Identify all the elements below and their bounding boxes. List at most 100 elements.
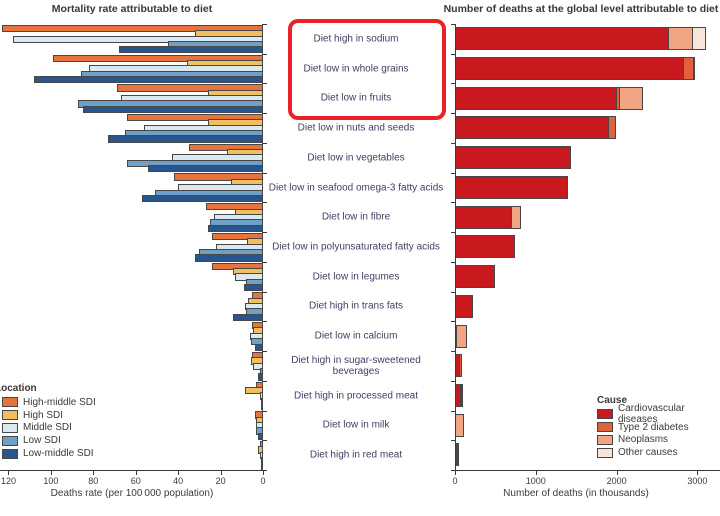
category-label: Diet low in fruits: [320, 92, 392, 104]
legend-swatch: [2, 422, 18, 433]
right-x-tick: [535, 471, 537, 475]
left-chart-row-tick: [263, 410, 267, 412]
deaths-bar-segment: [455, 235, 516, 259]
right-chart-row-tick: [451, 172, 455, 174]
category-label: Diet low in polyunsaturated fatty acids: [272, 241, 440, 253]
right-chart-row-tick: [451, 351, 455, 353]
left-x-tick-label: 80: [88, 476, 99, 486]
legend-label: Low-middle SDI: [23, 448, 94, 460]
right-chart-row-tick: [451, 53, 455, 55]
category-label: Diet low in milk: [322, 419, 390, 431]
category-label: Diet high in processed meat: [294, 390, 418, 402]
deaths-bar-segment: [455, 294, 473, 318]
mortality-bar: [12, 35, 263, 43]
legend-label: Middle SDI: [23, 422, 72, 434]
legend-item: Other causes: [597, 446, 720, 459]
left-chart-row-tick: [263, 232, 267, 234]
mortality-bar: [261, 462, 263, 470]
left-x-tick-label: 100: [43, 476, 59, 486]
legend-swatch: [597, 409, 613, 420]
right-chart-row-tick: [451, 261, 455, 263]
right-x-tick: [697, 471, 699, 475]
cause-legend: Cause Cardiovascular diseases Type 2 diab…: [597, 395, 720, 459]
left-x-axis-caption: Deaths rate (per 100 000 population): [50, 488, 214, 499]
deaths-bar-segment: [460, 384, 464, 407]
mortality-bar: [2, 24, 263, 33]
legend-label: Other causes: [618, 447, 678, 459]
right-chart-row-tick: [451, 410, 455, 412]
legend-swatch: [2, 410, 18, 421]
left-x-tick: [135, 471, 137, 475]
mortality-bar: [173, 173, 263, 181]
location-legend-title: Location: [0, 383, 37, 394]
left-chart-row-tick: [263, 470, 267, 471]
legend-label: High SDI: [23, 409, 64, 421]
right-x-tick: [616, 471, 618, 475]
mortality-bar: [53, 54, 263, 62]
cause-legend-title: Cause: [597, 395, 628, 406]
left-x-tick-label: 40: [173, 476, 184, 486]
right-chart-axis-line: [455, 24, 456, 470]
left-x-tick: [178, 471, 180, 475]
left-x-tick: [50, 471, 52, 475]
category-label: Diet high in red meat: [309, 449, 403, 461]
deaths-bar-segment: [511, 205, 522, 229]
category-label: Diet low in fibre: [321, 211, 391, 223]
right-chart-row-tick: [451, 380, 455, 382]
category-label: Diet low in seafood omega-3 fatty acids: [268, 182, 444, 194]
right-x-axis-caption: Number of deaths (in thousands): [503, 488, 649, 499]
left-chart-title: Mortality rate attributable to diet: [51, 3, 213, 15]
legend-item: Middle SDI: [2, 422, 96, 435]
mortality-bar: [33, 75, 263, 84]
mortality-bar: [244, 386, 263, 395]
mortality-bar: [205, 203, 263, 211]
right-x-tick: [455, 471, 456, 475]
category-label: Diet high in trans fats: [309, 300, 403, 312]
mortality-bar: [82, 105, 263, 113]
left-chart-row-tick: [263, 202, 267, 204]
category-label: Diet high in sodium: [313, 33, 399, 45]
left-x-tick: [263, 471, 264, 475]
category-label: Diet low in calcium: [314, 330, 398, 342]
category-label: Diet high in sugar-sweetened beverages: [291, 354, 421, 377]
right-chart-title: Number of deaths at the global level att…: [443, 3, 719, 15]
right-chart-baseline: [451, 470, 720, 471]
left-chart-row-tick: [263, 380, 267, 382]
deaths-bar-segment: [455, 146, 572, 170]
deaths-bar-segment: [455, 27, 670, 51]
legend-item: High-middle SDI: [2, 396, 96, 409]
legend-item: Low-middle SDI: [2, 447, 96, 460]
deaths-bar-segment: [692, 56, 696, 80]
legend-item: High SDI: [2, 409, 96, 422]
mortality-bar: [195, 254, 263, 262]
right-chart-row-tick: [451, 232, 455, 234]
legend-item: Neoplasms: [597, 434, 720, 447]
left-chart-row-tick: [263, 440, 267, 442]
left-chart-row-tick: [263, 142, 267, 144]
right-x-tick-label: 3000: [687, 476, 708, 486]
deaths-bar-segment: [455, 265, 495, 289]
mortality-bar: [118, 46, 263, 54]
mortality-bar: [116, 84, 263, 92]
legend-label: Cardiovascular diseases: [618, 403, 685, 426]
deaths-bar-segment: [458, 354, 463, 378]
deaths-bar-segment: [455, 116, 609, 140]
legend-label: Type 2 diabetes: [618, 421, 689, 433]
legend-label: Low SDI: [23, 435, 61, 447]
legend-item: Type 2 diabetes: [597, 421, 720, 434]
deaths-bar-segment: [456, 324, 467, 348]
right-chart-row-tick: [451, 113, 455, 115]
category-label: Diet low in vegetables: [307, 152, 405, 164]
left-chart-baseline: [0, 470, 264, 471]
deaths-bar-segment: [455, 56, 684, 80]
left-chart-row-tick: [263, 291, 267, 293]
legend-item: Cardiovascular diseases: [597, 403, 720, 425]
left-x-tick-label: 120: [0, 476, 16, 486]
left-chart-row-tick: [263, 24, 267, 25]
right-chart-row-tick: [451, 142, 455, 144]
legend-swatch: [597, 447, 613, 458]
left-x-tick-label: 0: [260, 476, 266, 486]
deaths-bar-segment: [457, 443, 460, 467]
